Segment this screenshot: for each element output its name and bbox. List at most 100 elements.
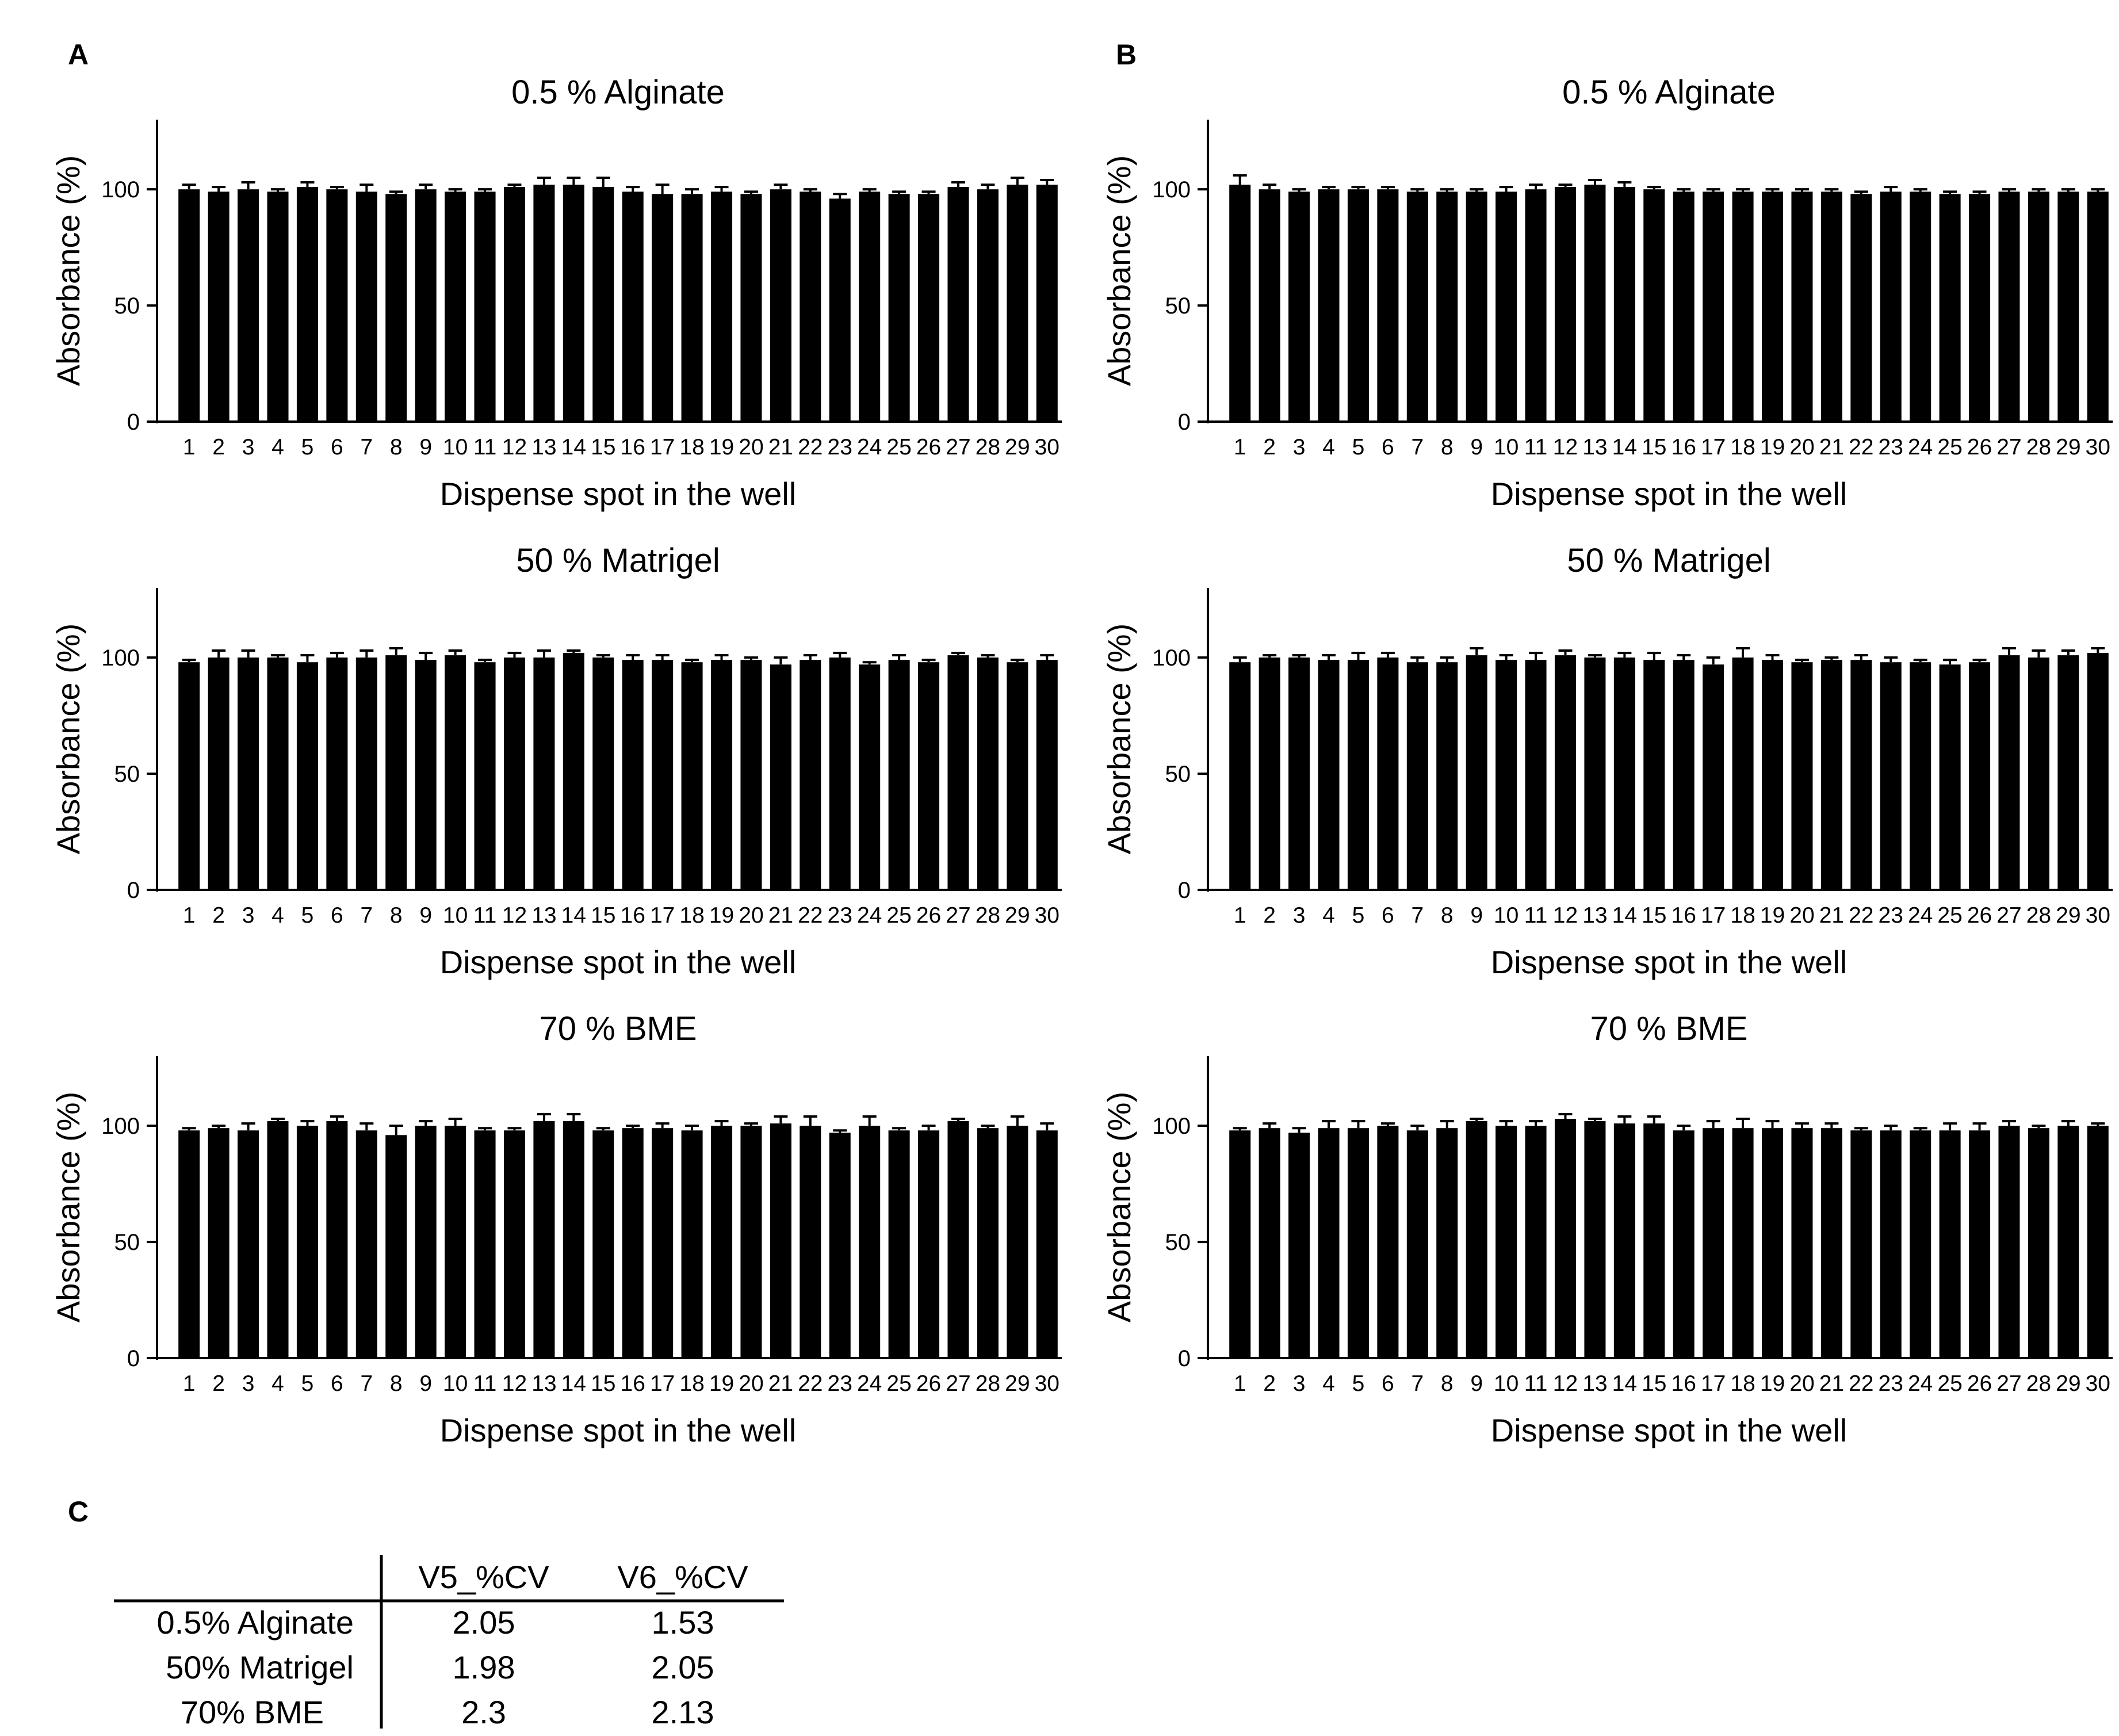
bar (415, 1126, 437, 1358)
x-tick-label: 11 (473, 435, 497, 460)
x-tick-label: 30 (1035, 435, 1060, 460)
bar (740, 1126, 762, 1358)
x-tick-label: 9 (1470, 903, 1483, 928)
bar (622, 192, 644, 422)
x-tick-label: 29 (1005, 903, 1030, 928)
x-tick-label: 13 (1582, 1371, 1607, 1396)
x-axis-title: Dispense spot in the well (1491, 1412, 1847, 1448)
x-tick-label: 13 (531, 435, 556, 460)
x-tick-label: 20 (1789, 1371, 1814, 1396)
table-cell-v5: 2.05 (453, 1604, 515, 1641)
x-tick-label: 12 (1553, 1371, 1578, 1396)
bar (652, 1128, 674, 1358)
cv-table: V5_%CV V6_%CV 0.5% Alginate 2.05 1.53 50… (114, 1555, 784, 1730)
panel-letter-a: A (68, 39, 89, 71)
bar (977, 189, 999, 422)
x-tick-label: 2 (1263, 435, 1276, 460)
bar (1288, 192, 1310, 422)
bar (1495, 192, 1517, 422)
x-tick-label: 24 (1908, 435, 1933, 460)
x-tick-label: 10 (443, 1371, 468, 1396)
bar (1584, 1121, 1606, 1358)
bar (474, 192, 496, 422)
x-tick-label: 23 (1879, 435, 1903, 460)
bar (1554, 1119, 1576, 1358)
x-tick-label: 4 (271, 1371, 284, 1396)
bar (681, 662, 703, 890)
bar (533, 1121, 555, 1358)
bar (2057, 655, 2079, 890)
bar (474, 1130, 496, 1358)
bar (888, 1130, 910, 1358)
bar (1036, 660, 1058, 890)
y-tick-label: 100 (1152, 645, 1191, 671)
x-tick-label: 1 (1234, 903, 1246, 928)
x-tick-label: 8 (1441, 435, 1454, 460)
x-tick-label: 23 (1879, 903, 1903, 928)
bar (622, 660, 644, 890)
bar (592, 1130, 614, 1358)
bar (711, 192, 733, 422)
bar (1466, 655, 1487, 890)
bar (1880, 192, 1902, 422)
x-tick-label: 12 (502, 1371, 527, 1396)
table-row-label: 70% BME (181, 1694, 324, 1730)
bar (1703, 1128, 1724, 1358)
bar (1762, 192, 1784, 422)
y-tick-label: 100 (1152, 177, 1191, 202)
x-tick-label: 15 (1642, 1371, 1666, 1396)
x-tick-label: 21 (768, 1371, 793, 1396)
bar (474, 662, 496, 890)
x-tick-label: 30 (2086, 1371, 2110, 1396)
x-axis-title: Dispense spot in the well (1491, 944, 1847, 980)
x-axis-title: Dispense spot in the well (1491, 476, 1847, 512)
bar (1406, 192, 1428, 422)
x-tick-label: 6 (331, 903, 343, 928)
y-tick-label: 100 (101, 645, 140, 671)
bar (1643, 1123, 1665, 1358)
x-tick-label: 30 (2086, 903, 2110, 928)
x-tick-label: 26 (916, 435, 941, 460)
bar (1762, 1128, 1784, 1358)
bar (296, 187, 318, 422)
y-tick-label: 50 (114, 293, 140, 319)
x-tick-label: 12 (502, 903, 527, 928)
bar (2087, 1126, 2109, 1358)
bar (622, 1128, 644, 1358)
bar (1939, 1130, 1961, 1358)
bar (208, 1128, 230, 1358)
table-row-label: 50% Matrigel (166, 1649, 354, 1685)
bar (1969, 1130, 1991, 1358)
x-tick-label: 14 (561, 435, 586, 460)
x-tick-label: 16 (1672, 435, 1696, 460)
bar (445, 192, 466, 422)
bar (1007, 662, 1028, 890)
x-tick-label: 7 (1411, 1371, 1424, 1396)
bar (1703, 192, 1724, 422)
bar (770, 1123, 791, 1358)
x-tick-label: 29 (2056, 1371, 2080, 1396)
bar (1998, 1126, 2020, 1358)
bar (1820, 1128, 1842, 1358)
x-tick-label: 26 (1967, 1371, 1992, 1396)
x-tick-label: 5 (301, 903, 314, 928)
x-tick-label: 28 (2026, 1371, 2051, 1396)
x-tick-label: 9 (419, 1371, 432, 1396)
x-tick-label: 17 (1701, 1371, 1726, 1396)
bar (1673, 1130, 1695, 1358)
bar (1762, 660, 1784, 890)
bar (711, 1126, 733, 1358)
x-tick-label: 4 (271, 903, 284, 928)
x-tick-label: 25 (886, 435, 911, 460)
y-tick-label: 50 (114, 762, 140, 787)
x-tick-label: 4 (1322, 903, 1335, 928)
bar (178, 662, 200, 890)
bar (829, 657, 851, 890)
x-tick-label: 25 (1937, 1371, 1962, 1396)
x-tick-label: 11 (473, 903, 497, 928)
bar (1910, 662, 1931, 890)
bar (1318, 660, 1340, 890)
bar (1939, 194, 1961, 422)
